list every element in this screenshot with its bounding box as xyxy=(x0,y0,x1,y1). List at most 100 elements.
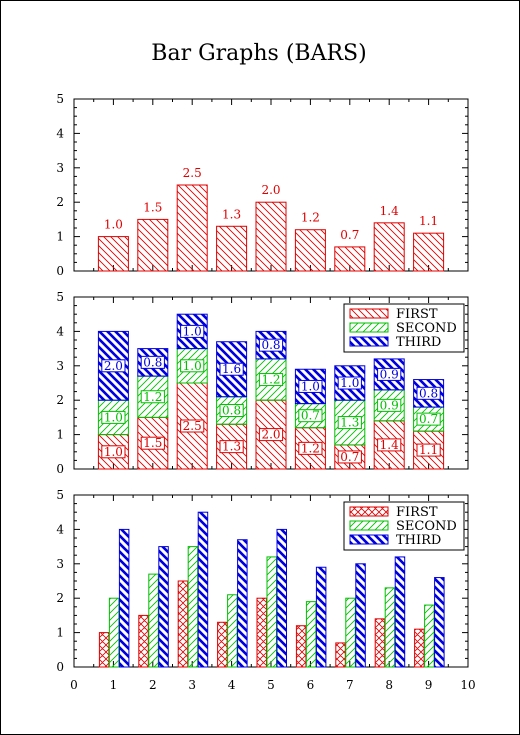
bar xyxy=(97,236,129,272)
grouped-bar-second xyxy=(305,601,317,668)
segment-label-third-box xyxy=(219,362,244,376)
segment-label-first: 1.0 xyxy=(104,445,123,459)
bar-value-label: 1.3 xyxy=(222,207,241,221)
bar-value-label: 2.5 xyxy=(183,166,202,180)
bar-value-label: 0.7 xyxy=(340,228,359,242)
figure-title: Bar Graphs (BARS) xyxy=(151,41,366,66)
bar-value-label: 1.4 xyxy=(380,204,399,218)
legend-label-third: THIRD xyxy=(396,335,441,350)
legend-label-second: SECOND xyxy=(396,519,457,534)
segment-label-first: 0.7 xyxy=(340,450,359,464)
bar xyxy=(216,225,248,272)
grouped-bar-second xyxy=(187,546,199,668)
panel-3-bars xyxy=(98,511,445,668)
grouped-bar-first xyxy=(256,597,267,668)
grouped-bar-third xyxy=(434,577,445,668)
x-tick-label: 7 xyxy=(346,678,354,692)
segment-label-third: 2.0 xyxy=(104,359,123,373)
grouped-bar-third xyxy=(315,566,327,668)
bar xyxy=(294,229,326,272)
segment-label-first-box xyxy=(298,441,323,455)
x-tick-label: 2 xyxy=(149,678,157,692)
x-tick-label: 3 xyxy=(188,678,196,692)
segment-label-second-box xyxy=(377,398,402,412)
grouped-bar-third xyxy=(355,563,366,668)
segment-label-second: 0.9 xyxy=(380,398,399,412)
segment-label-third-box xyxy=(298,379,323,393)
y-tick-label: 2 xyxy=(56,195,64,209)
legend-swatch-third xyxy=(349,534,389,545)
bar-value-label: 2.0 xyxy=(261,183,280,197)
x-tick-label: 8 xyxy=(385,678,393,692)
segment-label-second: 0.7 xyxy=(301,409,320,423)
bar-value-label: 1.1 xyxy=(419,214,438,228)
x-tick-label: 10 xyxy=(460,678,475,692)
grouped-bar-first xyxy=(98,632,110,668)
bar xyxy=(176,184,208,272)
legend-swatch-second xyxy=(349,520,389,531)
segment-label-third-box xyxy=(258,338,284,352)
grouped-bar-second xyxy=(266,556,277,668)
x-tick-label: 5 xyxy=(267,678,275,692)
x-tick-label: 0 xyxy=(70,678,78,692)
segment-label-first: 2.0 xyxy=(261,428,280,442)
segment-label-second: 0.8 xyxy=(222,404,241,418)
segment-label-second: 1.0 xyxy=(183,359,202,373)
legend-label-first: FIRST xyxy=(396,307,438,322)
bar xyxy=(137,218,169,272)
y-tick-label: 0 xyxy=(56,660,64,674)
segment-label-third-box xyxy=(337,376,362,390)
y-tick-label: 3 xyxy=(56,557,64,571)
grouped-bar-first xyxy=(335,642,346,668)
legend-label-second: SECOND xyxy=(396,321,457,336)
grouped-bar-second xyxy=(384,587,396,668)
y-tick-label: 0 xyxy=(56,462,64,476)
x-tick-label: 1 xyxy=(110,678,118,692)
segment-label-third: 0.9 xyxy=(380,367,399,381)
segment-label-third: 0.8 xyxy=(261,338,280,352)
y-tick-label: 4 xyxy=(56,324,64,338)
segment-label-first: 2.5 xyxy=(183,419,202,433)
y-tick-label: 0 xyxy=(56,264,64,278)
y-tick-label: 2 xyxy=(56,393,64,407)
segment-label-third-box xyxy=(101,359,126,373)
y-tick-label: 5 xyxy=(56,290,64,304)
segment-label-second: 0.7 xyxy=(419,412,438,426)
segment-label-third: 0.8 xyxy=(419,386,438,400)
grouped-bar-third xyxy=(197,511,209,668)
grouped-bar-first xyxy=(138,614,149,668)
segment-label-first: 1.3 xyxy=(222,440,241,454)
y-tick-label: 2 xyxy=(56,591,64,605)
x-tick-label: 9 xyxy=(425,678,433,692)
segment-label-second-box xyxy=(140,390,165,404)
segment-label-second-box xyxy=(416,412,441,426)
panel-2-axes: 0 1 2 3 4 5 xyxy=(56,290,469,476)
segment-label-second: 1.0 xyxy=(104,410,123,424)
panel-1-bars: 1.0 1.5 2.5 1.3 2.0 1.2 0.7 1.4 1.1 xyxy=(97,166,445,272)
segment-label-third: 1.0 xyxy=(340,376,359,390)
legend-swatch-first xyxy=(349,308,389,319)
segment-label-third-box xyxy=(180,324,205,338)
y-tick-label: 5 xyxy=(56,488,64,502)
y-tick-label: 4 xyxy=(56,126,64,140)
segment-label-third: 1.6 xyxy=(222,362,241,376)
y-tick-label: 1 xyxy=(56,428,64,442)
segment-label-first-box xyxy=(377,438,402,452)
grouped-bar-first xyxy=(177,580,189,668)
segment-label-second: 1.3 xyxy=(340,416,359,430)
segment-label-third-box xyxy=(377,367,402,381)
segment-label-third: 1.0 xyxy=(301,379,320,393)
y-tick-label: 3 xyxy=(56,359,64,373)
segment-label-second-box xyxy=(337,416,362,430)
x-tick-label: 6 xyxy=(307,678,315,692)
bar-value-label: 1.2 xyxy=(301,211,320,225)
segment-label-second-box xyxy=(298,409,323,423)
bar-value-label: 1.5 xyxy=(143,200,162,214)
y-tick-label: 5 xyxy=(56,92,64,106)
y-tick-label: 1 xyxy=(56,230,64,244)
segment-label-first-box xyxy=(219,440,244,454)
bar xyxy=(413,232,445,272)
